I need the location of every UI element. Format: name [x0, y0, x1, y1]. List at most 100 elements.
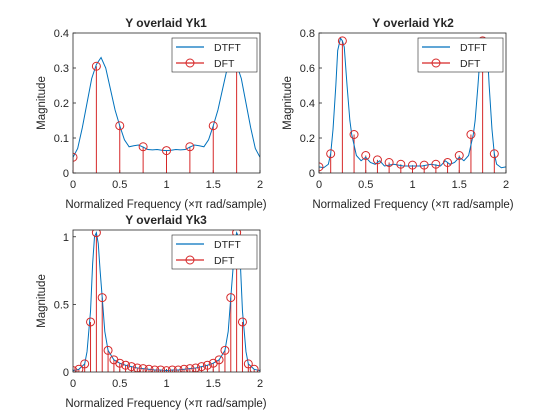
subplot-3-legend-dft-marker	[185, 255, 195, 265]
subplot-3-xtick-labels: 0 0.5 1 1.5 2	[70, 378, 263, 390]
subplot-1-xtick-label: 0	[70, 179, 76, 191]
subplot-3-legend-box	[171, 234, 258, 270]
subplot-1: Y overlaid Yk1 0 0.1 0.2 0.3 0.4 0 0.5 1 1.5 2 N…	[36, 16, 267, 211]
subplot-3-dft-point	[115, 358, 125, 368]
subplot-1-dft-point	[138, 142, 148, 152]
subplot-1-legend-dft-label: DFT	[214, 58, 235, 70]
subplot-3-xtick-label: 1	[163, 378, 169, 390]
subplot-3-ytick-labels: 00.51	[54, 232, 69, 379]
subplot-1-ytick-label: 0	[63, 168, 69, 180]
subplot-2-ytick-label: 0.4	[300, 98, 315, 110]
subplot-1-legend: DTFT DFT	[171, 37, 258, 73]
subplot-1-xlabel: Normalized Frequency (×π rad/sample)	[65, 199, 266, 211]
subplot-2-dft-point	[337, 36, 347, 46]
subplot-1-xtick-label: 1	[163, 179, 169, 191]
subplot-2-ytick-label: 0.8	[300, 28, 315, 40]
subplot-2-dft-point	[384, 158, 394, 167]
subplot-3-xtick-label: 0	[70, 378, 76, 390]
subplot-3-ylabel: Magnitude	[36, 274, 48, 328]
subplot-2-dft-point	[431, 159, 441, 169]
subplot-1-xtick-label: 1.5	[206, 179, 221, 191]
subplot-2-dft-point	[454, 151, 464, 160]
subplot-3-dft-point	[237, 317, 247, 327]
subplot-3-dft-point	[126, 362, 136, 372]
subplot-3-title: Y overlaid Yk3	[125, 213, 207, 227]
subplot-3-xtick-label: 0.5	[112, 378, 127, 390]
subplot-2-xtick-label: 0	[316, 179, 322, 191]
subplot-2-legend-dft-label: DFT	[460, 58, 481, 70]
subplot-1-ytick-label: 0.2	[54, 98, 69, 110]
subplot-3-dft-point	[173, 365, 183, 372]
subplot-3: Y overlaid Yk3 00.51 0 0.5 1 1.5 2 Normalize…	[36, 213, 267, 410]
subplot-3-dft-point	[226, 293, 236, 303]
subplot-1-dft-point	[162, 146, 171, 156]
subplot-3-dft-point	[162, 366, 171, 372]
subplot-3-legend-dft-label: DFT	[214, 255, 235, 267]
subplot-2-xtick-label: 2	[503, 179, 509, 191]
subplot-1-title: Y overlaid Yk1	[125, 16, 207, 30]
subplot-3-dft-point	[121, 360, 131, 370]
subplot-2-dft-point	[419, 160, 429, 170]
subplot-2-xlabel: Normalized Frequency (×π rad/sample)	[312, 199, 513, 211]
subplot-1-legend-dtft-label: DTFT	[214, 42, 241, 54]
subplot-3-legend: DTFT DFT	[171, 234, 258, 270]
subplot-3-dft-markers	[73, 230, 259, 372]
subplot-2-axes-box	[318, 32, 507, 174]
subplot-2-ytick-labels: 0 0.2 0.4 0.6 0.8	[300, 28, 315, 180]
subplot-3-ytick-label: 0.5	[54, 299, 69, 311]
subplot-1-axes-box	[72, 32, 261, 174]
subplot-2-legend: DTFT DFT	[417, 37, 504, 73]
subplot-3-dft-point	[150, 365, 160, 372]
subplot-1-ytick-labels: 0 0.1 0.2 0.3 0.4	[54, 28, 69, 180]
subplot-3-dft-point	[86, 317, 96, 327]
subplot-1-dft-point	[73, 152, 78, 162]
subplot-2-dft-point	[408, 160, 417, 170]
subplot-3-dft-point	[91, 230, 101, 238]
subplot-2-legend-box	[417, 37, 504, 73]
subplot-3-dft-point	[97, 293, 107, 303]
subplot-3-dft-point	[202, 360, 212, 370]
subplot-1-dft-point	[208, 121, 218, 131]
subplot-1-dft-point	[185, 142, 195, 152]
subplot-3-xtick-label: 2	[257, 378, 263, 390]
subplot-1-ytick-label: 0.4	[54, 28, 69, 40]
subplot-3-dft-point	[156, 365, 166, 372]
subplot-2-ylabel: Magnitude	[282, 76, 294, 130]
subplot-3-ytick-label: 0	[63, 367, 69, 379]
subplot-2-xtick-labels: 0 0.5 1 1.5 2	[316, 179, 509, 191]
subplot-2-dft-point	[361, 151, 371, 160]
subplot-2-dft-point	[466, 130, 476, 139]
subplot-1-legend-box	[171, 37, 258, 73]
subplot-2-ytick-label: 0.2	[300, 133, 315, 145]
subplot-2-dft-point	[396, 159, 406, 169]
subplot-2-dft-point	[349, 130, 359, 139]
subplot-3-dft-point	[214, 355, 224, 365]
subplot-1-dft-point	[115, 121, 125, 131]
subplot-2-ytick-label: 0	[309, 168, 315, 180]
subplot-3-axes-box	[72, 229, 261, 373]
subplot-3-ytick-label: 1	[63, 232, 69, 244]
subplot-1-legend-dft-marker	[185, 58, 195, 68]
subplot-3-xtick-label: 1.5	[206, 378, 221, 390]
subplot-3-dft-point	[185, 364, 195, 372]
subplot-2-xtick-label: 1.5	[452, 179, 467, 191]
subplot-2-dft-point	[319, 162, 324, 172]
subplot-2-dft-point	[372, 155, 382, 165]
subplot-2: Y overlaid Yk2 0 0.2 0.4 0.6 0.8 0 0.5 1 1.5 2 N…	[282, 16, 514, 211]
subplot-3-dft-point	[249, 364, 259, 372]
subplot-3-dft-point	[220, 345, 230, 355]
subplot-3-dft-point	[179, 364, 189, 372]
subplot-2-xtick-label: 1	[409, 179, 415, 191]
subplot-1-ytick-label: 0.1	[54, 133, 69, 145]
subplot-3-legend-dtft-label: DTFT	[214, 239, 241, 251]
subplot-2-dft-point	[326, 149, 336, 159]
subplot-1-ytick-label: 0.3	[54, 63, 69, 75]
subplot-2-xtick-label: 0.5	[358, 179, 373, 191]
subplot-3-dft-point	[103, 345, 113, 355]
subplot-2-legend-dtft-label: DTFT	[460, 42, 487, 54]
subplot-1-xtick-labels: 0 0.5 1 1.5 2	[70, 179, 263, 191]
subplot-2-title: Y overlaid Yk2	[372, 16, 454, 30]
subplot-3-xlabel: Normalized Frequency (×π rad/sample)	[65, 398, 266, 410]
subplot-3-dft-point	[144, 364, 154, 372]
